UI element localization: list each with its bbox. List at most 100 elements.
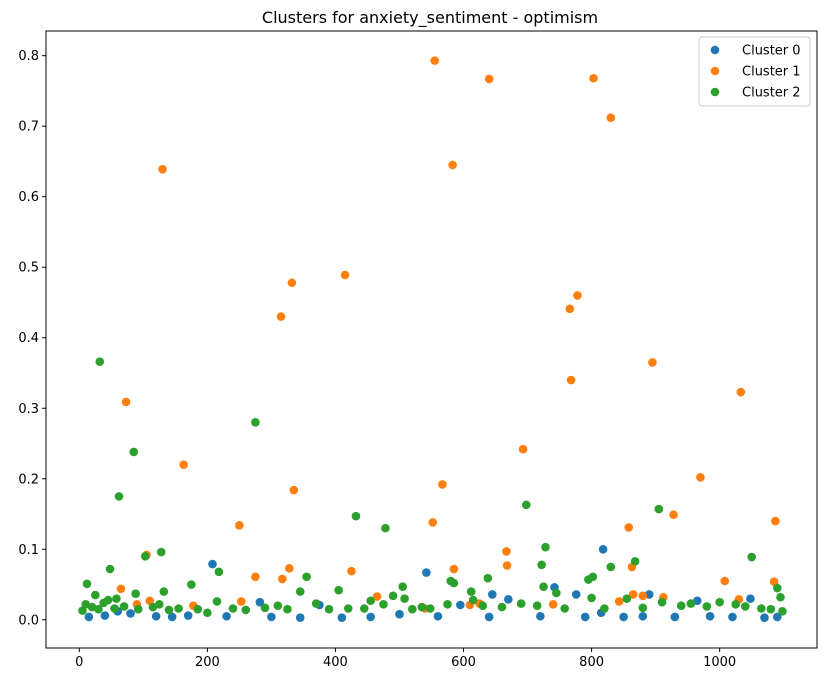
point-cluster-2 bbox=[443, 599, 452, 609]
point-cluster-2 bbox=[702, 602, 712, 611]
point-cluster-1 bbox=[769, 577, 779, 587]
point-cluster-2 bbox=[449, 578, 459, 588]
point-cluster-1 bbox=[720, 576, 730, 586]
y-tick-label: 0.0 bbox=[18, 613, 39, 628]
point-cluster-2 bbox=[214, 567, 224, 577]
point-cluster-2 bbox=[193, 604, 203, 614]
point-cluster-1 bbox=[648, 358, 657, 367]
point-cluster-2 bbox=[686, 599, 696, 608]
point-cluster-0 bbox=[705, 611, 715, 621]
y-tick-label: 0.8 bbox=[18, 49, 39, 64]
point-cluster-0 bbox=[222, 611, 231, 621]
point-cluster-2 bbox=[110, 604, 119, 613]
point-cluster-2 bbox=[241, 605, 251, 615]
point-cluster-1 bbox=[145, 596, 155, 606]
x-tick-label: 200 bbox=[195, 655, 220, 670]
point-cluster-1 bbox=[638, 591, 648, 601]
point-cluster-2 bbox=[381, 523, 390, 533]
plot-frame bbox=[45, 30, 818, 649]
point-cluster-1 bbox=[502, 561, 512, 570]
point-cluster-2 bbox=[174, 604, 183, 613]
point-cluster-2 bbox=[91, 590, 100, 600]
point-cluster-1 bbox=[235, 521, 244, 530]
point-cluster-0 bbox=[395, 609, 404, 619]
point-cluster-1 bbox=[430, 56, 440, 65]
point-cluster-2 bbox=[273, 601, 283, 610]
point-cluster-2 bbox=[164, 605, 174, 615]
point-cluster-1 bbox=[573, 291, 582, 300]
point-cluster-2 bbox=[114, 492, 124, 501]
point-cluster-2 bbox=[94, 604, 103, 614]
point-cluster-2 bbox=[740, 602, 750, 611]
point-cluster-1 bbox=[606, 113, 616, 123]
point-cluster-2 bbox=[731, 599, 740, 609]
point-cluster-0 bbox=[151, 611, 161, 621]
y-axis: 0.0 0.1 0.2 0.3 0.4 0.5 0.6 0.7 0.8 bbox=[18, 49, 46, 628]
point-cluster-2 bbox=[203, 608, 212, 618]
point-cluster-1 bbox=[566, 375, 576, 385]
point-cluster-1 bbox=[237, 597, 246, 606]
point-cluster-1 bbox=[565, 304, 575, 314]
point-cluster-0 bbox=[619, 612, 628, 622]
point-cluster-2 bbox=[756, 604, 766, 613]
point-cluster-0 bbox=[126, 609, 135, 618]
point-cluster-1 bbox=[289, 485, 299, 495]
point-cluster-2 bbox=[324, 604, 334, 614]
y-tick-label: 0.3 bbox=[18, 402, 39, 417]
legend-marker bbox=[710, 66, 720, 76]
point-cluster-1 bbox=[589, 73, 598, 83]
point-cluster-0 bbox=[773, 612, 782, 622]
point-cluster-0 bbox=[760, 613, 769, 622]
point-cluster-1 bbox=[347, 566, 356, 576]
point-cluster-2 bbox=[359, 604, 369, 613]
chart-title: Clusters for anxiety_sentiment - optimis… bbox=[262, 8, 598, 28]
point-cluster-1 bbox=[276, 312, 286, 321]
legend-frame bbox=[698, 36, 811, 107]
point-cluster-2 bbox=[588, 572, 598, 582]
point-cluster-1 bbox=[285, 564, 294, 573]
point-cluster-2 bbox=[606, 562, 616, 572]
point-cluster-2 bbox=[78, 606, 87, 615]
legend-label: Cluster 1 bbox=[742, 65, 801, 80]
x-axis: 0 200 400 600 800 1000 bbox=[75, 648, 736, 670]
point-cluster-2 bbox=[773, 583, 782, 593]
point-cluster-1 bbox=[669, 510, 678, 520]
point-cluster-2 bbox=[541, 542, 550, 552]
point-cluster-2 bbox=[388, 591, 398, 601]
y-tick-label: 0.2 bbox=[18, 472, 39, 487]
point-cluster-2 bbox=[776, 592, 785, 602]
point-cluster-0 bbox=[670, 612, 680, 622]
point-cluster-2 bbox=[497, 602, 507, 612]
point-cluster-1 bbox=[771, 516, 780, 526]
point-cluster-0 bbox=[484, 612, 494, 622]
point-cluster-2 bbox=[159, 587, 169, 596]
point-cluster-2 bbox=[140, 552, 150, 561]
point-cluster-2 bbox=[343, 604, 353, 613]
point-cluster-1 bbox=[251, 572, 260, 582]
point-cluster-2 bbox=[587, 593, 596, 603]
point-cluster-1 bbox=[736, 387, 746, 397]
point-cluster-2 bbox=[516, 599, 526, 608]
point-cluster-0 bbox=[692, 596, 702, 606]
point-cluster-0 bbox=[433, 611, 443, 621]
point-cluster-2 bbox=[560, 604, 569, 613]
point-cluster-2 bbox=[379, 599, 388, 609]
point-cluster-2 bbox=[302, 572, 311, 582]
point-cluster-2 bbox=[295, 587, 305, 596]
point-cluster-2 bbox=[630, 556, 640, 566]
point-cluster-2 bbox=[283, 604, 292, 614]
point-cluster-0 bbox=[580, 612, 590, 622]
point-cluster-1 bbox=[121, 397, 131, 407]
point-cluster-2 bbox=[468, 595, 478, 605]
legend-marker bbox=[710, 45, 720, 55]
point-cluster-2 bbox=[638, 603, 648, 613]
point-cluster-1 bbox=[116, 584, 126, 594]
point-cluster-0 bbox=[644, 590, 654, 599]
point-cluster-2 bbox=[622, 594, 632, 603]
point-cluster-2 bbox=[425, 604, 435, 613]
legend: Cluster 0 Cluster 1 Cluster 2 bbox=[698, 36, 811, 107]
y-tick-label: 0.7 bbox=[18, 120, 39, 135]
point-cluster-2 bbox=[95, 357, 105, 367]
